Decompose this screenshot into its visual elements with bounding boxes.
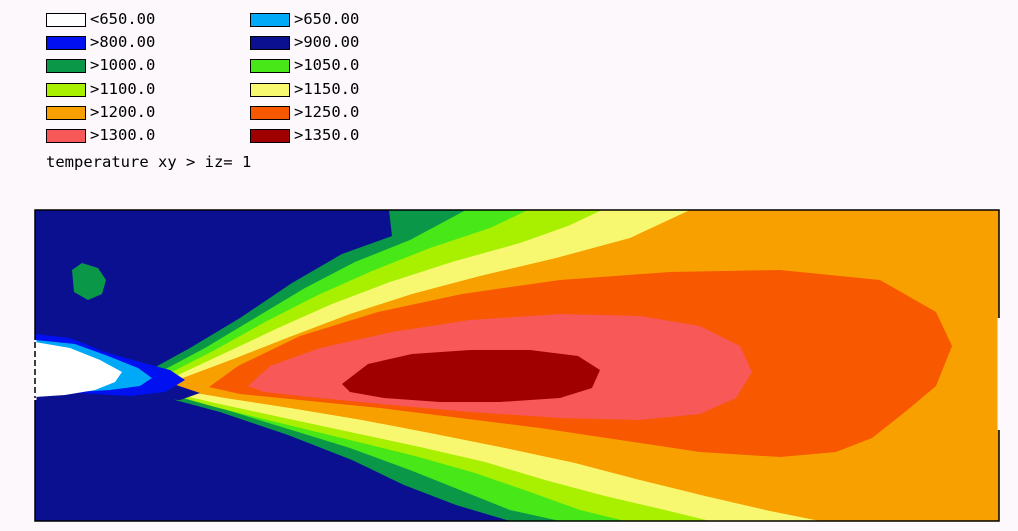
legend-item: >1250.0 bbox=[250, 101, 454, 124]
legend-swatch bbox=[46, 82, 86, 97]
legend: <650.00 >650.00 >800.00 >900.00 >1000.0 >1050… bbox=[46, 8, 454, 148]
legend-label: >1200.0 bbox=[90, 103, 156, 122]
legend-swatch bbox=[46, 105, 86, 120]
legend-item: >1000.0 bbox=[46, 55, 250, 78]
legend-swatch bbox=[46, 59, 86, 74]
legend-label: >1100.0 bbox=[90, 79, 156, 98]
legend-swatch bbox=[46, 35, 86, 50]
legend-item: >1300.0 bbox=[46, 124, 250, 147]
legend-item: >1150.0 bbox=[250, 78, 454, 101]
legend-label: >1000.0 bbox=[90, 56, 156, 75]
legend-label: >1300.0 bbox=[90, 126, 156, 145]
legend-item: >1050.0 bbox=[250, 55, 454, 78]
legend-item: >1350.0 bbox=[250, 124, 454, 147]
legend-swatch bbox=[46, 129, 86, 144]
contour-island-1000 bbox=[72, 263, 106, 300]
legend-item: >1100.0 bbox=[46, 78, 250, 101]
plot-title: temperature xy > iz= 1 bbox=[46, 153, 252, 171]
contour-level-1350 bbox=[342, 350, 600, 402]
legend-item: >800.00 bbox=[46, 31, 250, 54]
legend-label: >650.00 bbox=[294, 9, 360, 28]
legend-label: >1350.0 bbox=[294, 126, 360, 145]
legend-swatch bbox=[250, 105, 290, 120]
legend-swatch bbox=[250, 12, 290, 27]
legend-label: >1150.0 bbox=[294, 79, 360, 98]
legend-item: >650.00 bbox=[250, 8, 454, 31]
legend-item: >1200.0 bbox=[46, 101, 250, 124]
contour-level-below-650 bbox=[35, 342, 122, 397]
legend-swatch bbox=[250, 82, 290, 97]
legend-item: >900.00 bbox=[250, 31, 454, 54]
legend-swatch bbox=[46, 12, 86, 27]
legend-label: <650.00 bbox=[90, 9, 156, 28]
legend-label: >1050.0 bbox=[294, 56, 360, 75]
legend-swatch bbox=[250, 129, 290, 144]
legend-label: >1250.0 bbox=[294, 103, 360, 122]
legend-item: <650.00 bbox=[46, 8, 250, 31]
legend-label: >900.00 bbox=[294, 33, 360, 52]
legend-label: >800.00 bbox=[90, 33, 156, 52]
legend-swatch bbox=[250, 59, 290, 74]
legend-swatch bbox=[250, 35, 290, 50]
